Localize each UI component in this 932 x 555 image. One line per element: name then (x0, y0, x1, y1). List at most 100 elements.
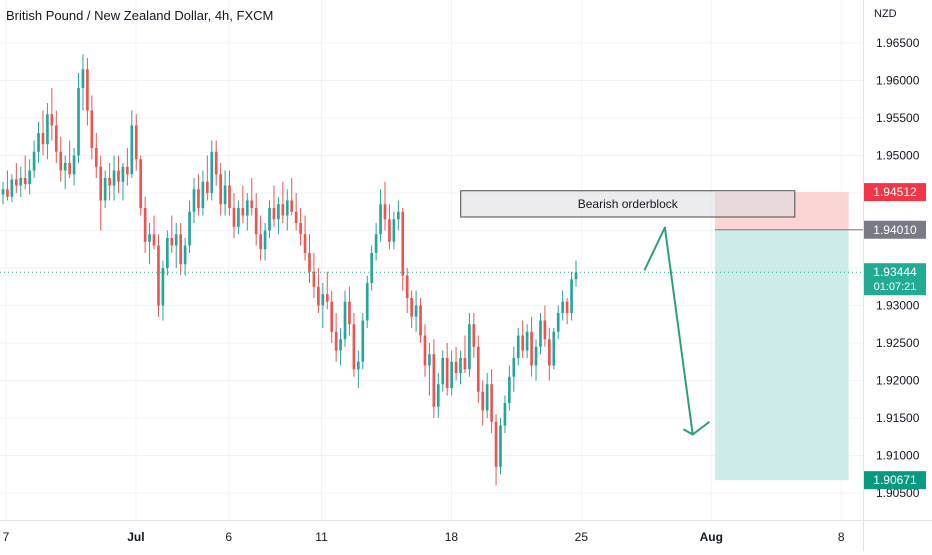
candle-body (77, 88, 80, 156)
candle (348, 286, 351, 336)
candle-body (317, 286, 320, 306)
candle-body (228, 185, 231, 208)
candle (139, 155, 143, 216)
candle-body (565, 301, 569, 313)
candle (166, 230, 169, 276)
candle-body (334, 331, 338, 351)
price-scale[interactable] (863, 0, 932, 520)
candle (396, 200, 400, 231)
candle (210, 140, 214, 201)
candle-body (268, 208, 271, 231)
position-zones[interactable] (714, 192, 863, 481)
candle-body (383, 204, 387, 220)
candle-body (134, 125, 138, 160)
candle-body (423, 335, 427, 366)
candle (86, 58, 89, 126)
candle-body (357, 361, 360, 370)
time-tick-label: 6 (225, 530, 232, 544)
time-tick-label: 25 (575, 530, 589, 544)
time-tick-label: 7 (3, 530, 10, 544)
time-scale[interactable] (0, 520, 863, 551)
candle (285, 189, 289, 231)
candle (121, 163, 125, 201)
candle (143, 196, 147, 253)
candle (6, 170, 9, 201)
take-profit-zone[interactable] (714, 229, 849, 481)
candle-body (543, 320, 547, 340)
candle-body (254, 208, 258, 235)
candle-body (179, 234, 183, 265)
candle (543, 305, 547, 347)
candle-body (365, 283, 369, 321)
candle (481, 380, 485, 426)
candle-body (121, 166, 125, 182)
candle-body (361, 320, 365, 362)
candle (414, 290, 418, 332)
candle-body (46, 114, 49, 145)
candle-body (219, 174, 222, 205)
price-tick-label: 1.95500 (876, 111, 920, 125)
candle-body (174, 234, 178, 246)
candle (259, 215, 262, 261)
orderblock-label: Bearish orderblock (578, 197, 679, 211)
candle (72, 148, 76, 186)
candle (423, 324, 427, 377)
candle-body (574, 272, 578, 280)
candle (112, 155, 116, 201)
annotations[interactable]: Bearish orderblock (0, 190, 863, 436)
candle-body (143, 208, 147, 242)
candle (570, 271, 573, 321)
candle (90, 95, 94, 160)
candle (10, 174, 14, 202)
candle (565, 298, 569, 325)
entry-price-badge-bg (864, 220, 926, 239)
candle (77, 73, 80, 163)
stop-price-badge-bg (864, 183, 926, 202)
candle-body (503, 403, 507, 426)
candle-body (521, 335, 525, 351)
orderblock-box[interactable] (460, 190, 796, 218)
candle (54, 110, 58, 163)
candle-body (499, 425, 502, 467)
candle-body (99, 166, 103, 201)
projection-arrow[interactable] (643, 226, 694, 435)
candle-body (396, 211, 400, 220)
candle-body (10, 179, 14, 197)
candle-body (197, 189, 200, 208)
candle (117, 155, 120, 193)
candle (170, 215, 174, 253)
candle (454, 346, 458, 381)
candle-body (139, 159, 143, 208)
price-tick-label: 1.92500 (876, 336, 920, 350)
candle (108, 163, 111, 201)
price-tick-label: 1.95000 (876, 149, 920, 163)
candle (459, 350, 462, 385)
candle (334, 313, 338, 362)
candle (330, 290, 334, 343)
candle-body (534, 346, 538, 366)
candle-body (414, 305, 418, 317)
candle (370, 245, 374, 291)
candle-body (454, 361, 458, 373)
candle-body (432, 354, 436, 407)
candle (23, 155, 27, 190)
candle-body (259, 234, 262, 250)
candle-body (23, 178, 27, 184)
candle-body (379, 204, 382, 235)
candle-body (157, 245, 160, 306)
candle-body (512, 358, 516, 377)
candle (294, 193, 298, 231)
candle-body (130, 125, 134, 175)
candle-body (561, 301, 565, 313)
candle-body (312, 271, 316, 287)
time-tick-label: Jul (127, 530, 144, 544)
time-tick-label: 18 (445, 530, 459, 544)
time-tick-label: Aug (700, 530, 723, 544)
candle (521, 320, 525, 358)
candle-body (388, 219, 391, 242)
candle-body (152, 234, 156, 246)
candle-body (50, 114, 54, 126)
candle-body (436, 384, 440, 407)
